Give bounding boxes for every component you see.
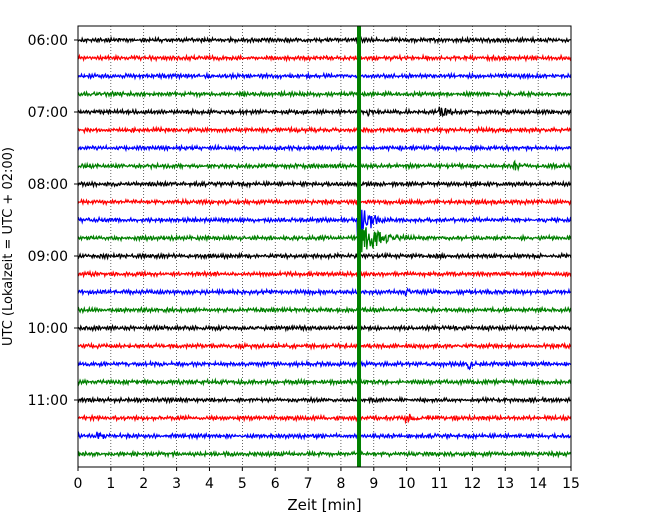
trace-10:45 <box>77 377 572 387</box>
x-tick-label: 4 <box>205 476 214 492</box>
x-tick-label: 9 <box>369 476 378 492</box>
x-tick-label: 14 <box>529 476 547 492</box>
x-tick-label: 7 <box>304 476 313 492</box>
x-tick-label: 0 <box>74 476 83 492</box>
plot-frame <box>77 25 572 468</box>
y-tick-label: 08:00 <box>28 177 68 193</box>
y-axis-ticks: 06:00 07:00 08:00 09:00 10:00 11:00 <box>28 33 78 409</box>
trace-11:30 <box>77 431 572 441</box>
trace-08:15 <box>77 197 572 207</box>
seismic-traces <box>77 35 572 459</box>
trace-08:30 <box>77 201 572 241</box>
trace-09:30 <box>77 287 572 297</box>
x-tick-label: 12 <box>463 476 481 492</box>
x-tick-label: 1 <box>106 476 115 492</box>
y-tick-label: 06:00 <box>28 33 68 49</box>
trace-07:45 <box>77 159 572 172</box>
trace-11:45 <box>77 449 572 459</box>
y-tick-label: 07:00 <box>28 105 68 121</box>
y-tick-label: 10:00 <box>28 321 68 337</box>
x-tick-label: 10 <box>398 476 416 492</box>
trace-07:30 <box>77 143 572 153</box>
y-tick-label: 11:00 <box>28 393 68 409</box>
x-axis-ticks: 0 1 2 3 4 5 6 7 8 9 10 11 12 13 14 15 <box>74 467 580 492</box>
trace-09:45 <box>77 305 572 315</box>
trace-09:00 <box>77 251 572 261</box>
x-axis-label: Zeit [min] <box>287 496 361 514</box>
x-tick-label: 5 <box>238 476 247 492</box>
trace-07:15 <box>77 125 572 135</box>
trace-06:45 <box>77 89 572 99</box>
trace-10:30 <box>77 359 572 371</box>
trace-10:00 <box>77 323 571 333</box>
x-tick-label: 3 <box>172 476 181 492</box>
trace-06:15 <box>77 53 572 63</box>
x-tick-label: 6 <box>271 476 280 492</box>
trace-08:45 <box>77 227 572 253</box>
y-axis-label: UTC (Lokalzeit = UTC + 02:00) <box>1 147 16 346</box>
trace-11:15 <box>77 413 572 425</box>
x-tick-label: 13 <box>496 476 514 492</box>
x-tick-label: 8 <box>336 476 345 492</box>
trace-10:15 <box>77 341 572 351</box>
trace-06:00 <box>77 35 572 45</box>
trace-08:00 <box>77 179 572 189</box>
trace-06:30 <box>77 71 572 81</box>
trace-09:15 <box>77 269 572 279</box>
trace-07:00 <box>77 106 572 118</box>
y-tick-label: 09:00 <box>28 249 68 265</box>
trace-11:00 <box>77 395 572 405</box>
x-tick-label: 2 <box>139 476 148 492</box>
x-tick-label: 15 <box>562 476 580 492</box>
x-tick-label: 11 <box>431 476 449 492</box>
